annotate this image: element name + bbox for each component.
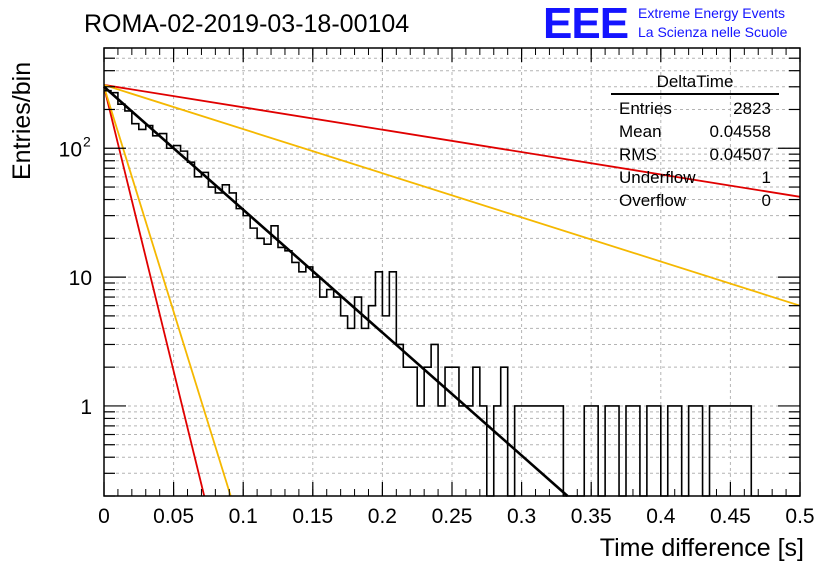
y-tick-label: 1 <box>80 396 92 419</box>
stats-value: 1 <box>761 168 771 187</box>
logo-line-2: La Scienza nelle Scuole <box>638 24 788 40</box>
series-yellow_steep <box>103 86 232 497</box>
stats-value: 0.04558 <box>709 122 771 141</box>
run-title: ROMA-02-2019-03-18-00104 <box>84 10 410 38</box>
x-tick-label: 0.25 <box>432 505 473 528</box>
fit-curve <box>103 85 569 497</box>
x-tick-label: 0.15 <box>292 505 333 528</box>
y-tick-label: 10 <box>59 138 82 161</box>
logo-line-1: Extreme Energy Events <box>638 5 786 21</box>
stats-row-mean: Mean 0.04558 <box>611 120 779 143</box>
stats-value: 0 <box>761 191 771 210</box>
x-tick-label: 0.45 <box>710 505 751 528</box>
stats-row-overflow: Overflow 0 <box>611 189 779 212</box>
x-axis-label: Time difference [s] <box>599 534 804 562</box>
grid-lines <box>104 47 800 497</box>
stats-value: 2823 <box>733 99 771 118</box>
histogram-steps <box>104 89 800 497</box>
axis-tick-labels: 0 0.05 0.1 0.15 0.2 0.25 0.3 0.35 0.4 0.45 0.51101… <box>59 133 815 528</box>
x-tick-label: 0.4 <box>646 505 676 528</box>
stats-label: Underflow <box>619 168 696 187</box>
stats-label: RMS <box>619 145 657 164</box>
y-tick-label: 10 <box>69 267 92 290</box>
y-axis-label: Entries/bin <box>8 61 36 180</box>
series-yellow_shallow <box>103 84 801 307</box>
x-tick-label: 0 <box>98 505 110 528</box>
x-tick-label: 0.2 <box>368 505 397 528</box>
axis-ticks <box>103 47 801 497</box>
x-tick-label: 0.3 <box>507 505 536 528</box>
stats-row-rms: RMS 0.04507 <box>611 143 779 166</box>
stats-row-underflow: Underflow 1 <box>611 166 779 189</box>
stats-title: DeltaTime <box>656 72 734 91</box>
stats-title-rule <box>611 93 779 95</box>
histogram <box>104 89 800 497</box>
x-tick-label: 0.05 <box>153 505 194 528</box>
stats-label: Overflow <box>619 191 687 210</box>
x-tick-label: 0.1 <box>229 505 258 528</box>
reference-curves <box>103 84 801 497</box>
x-tick-label: 0.35 <box>571 505 612 528</box>
eee-logo: EEE <box>543 0 629 48</box>
stats-row-entries: Entries 2823 <box>611 97 779 120</box>
stats-label: Mean <box>619 122 662 141</box>
y-tick-label-exponent: 2 <box>83 133 91 149</box>
series-red_steep <box>103 86 206 497</box>
series-fit <box>103 85 569 497</box>
series-red_shallow <box>103 84 801 198</box>
stats-value: 0.04507 <box>709 145 771 164</box>
stats-label: Entries <box>619 99 672 118</box>
eee-logo-text: Extreme Energy Events La Scienza nelle S… <box>638 4 787 42</box>
stats-box: DeltaTime Entries 2823 Mean 0.04558 RMS … <box>611 72 779 212</box>
x-tick-label: 0.5 <box>785 505 814 528</box>
